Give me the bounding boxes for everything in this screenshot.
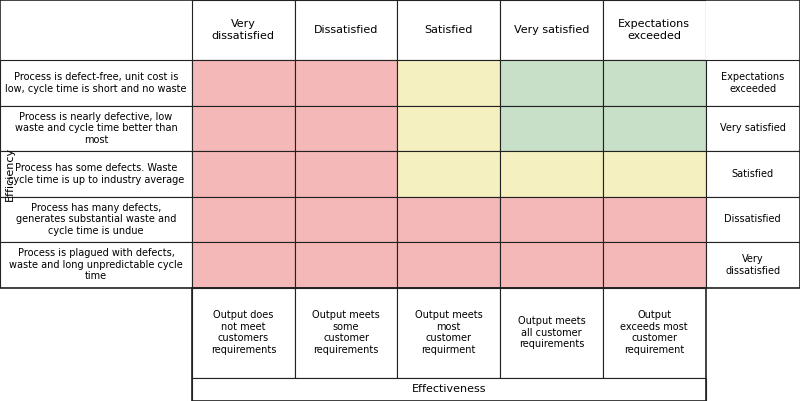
Bar — [398, 288, 500, 378]
Bar — [706, 151, 800, 196]
Bar — [603, 196, 706, 242]
Bar — [398, 242, 500, 288]
Bar — [0, 0, 800, 288]
Text: Output
exceeds most
customer
requirement: Output exceeds most customer requirement — [621, 310, 688, 355]
Bar — [192, 288, 706, 401]
Bar — [500, 60, 603, 105]
Text: Very
dissatisfied: Very dissatisfied — [212, 19, 275, 41]
Bar — [192, 196, 294, 242]
Bar — [294, 242, 398, 288]
Text: Very
dissatisfied: Very dissatisfied — [726, 254, 780, 275]
Text: Process has many defects,
generates substantial waste and
cycle time is undue: Process has many defects, generates subs… — [16, 203, 176, 236]
Bar — [398, 151, 500, 196]
Bar — [294, 288, 398, 378]
Bar — [192, 0, 294, 60]
Bar — [603, 151, 706, 196]
Text: Output meets
all customer
requirements: Output meets all customer requirements — [518, 316, 586, 349]
Bar — [500, 0, 603, 60]
Bar — [603, 288, 706, 378]
Bar — [603, 242, 706, 288]
Bar — [0, 196, 192, 242]
Text: Dissatisfied: Dissatisfied — [314, 25, 378, 35]
Bar — [500, 151, 603, 196]
Text: Process is defect-free, unit cost is
low, cycle time is short and no waste: Process is defect-free, unit cost is low… — [6, 72, 186, 94]
Text: Expectations
exceeded: Expectations exceeded — [618, 19, 690, 41]
Bar — [706, 0, 800, 60]
Bar — [0, 242, 192, 288]
Bar — [706, 60, 800, 105]
Text: Satisfied: Satisfied — [425, 25, 473, 35]
Text: Process is plagued with defects,
waste and long unpredictable cycle
time: Process is plagued with defects, waste a… — [9, 248, 183, 282]
Bar — [0, 105, 192, 151]
Text: Output meets
some
customer
requirements: Output meets some customer requirements — [312, 310, 380, 355]
Text: Process has some defects. Waste
cycle time is up to industry average: Process has some defects. Waste cycle ti… — [8, 163, 184, 184]
Text: Dissatisfied: Dissatisfied — [725, 214, 781, 224]
Bar — [603, 0, 706, 60]
Bar — [192, 378, 706, 401]
Text: Output does
not meet
customers
requirements: Output does not meet customers requireme… — [210, 310, 276, 355]
Bar — [192, 60, 294, 105]
Bar — [398, 60, 500, 105]
Bar — [192, 105, 294, 151]
Bar — [294, 151, 398, 196]
Bar — [500, 242, 603, 288]
Bar — [0, 60, 192, 105]
Bar — [192, 151, 294, 196]
Bar — [500, 196, 603, 242]
Bar — [294, 196, 398, 242]
Bar — [294, 60, 398, 105]
Bar — [398, 0, 500, 60]
Text: Process is nearly defective, low
waste and cycle time better than
most: Process is nearly defective, low waste a… — [14, 112, 178, 145]
Bar — [398, 105, 500, 151]
Bar — [706, 242, 800, 288]
Bar — [706, 288, 800, 378]
Bar — [500, 288, 603, 378]
Text: Expectations
exceeded: Expectations exceeded — [721, 72, 785, 94]
Text: Output meets
most
customer
requirment: Output meets most customer requirment — [415, 310, 482, 355]
Bar — [706, 105, 800, 151]
Bar — [0, 288, 192, 378]
Bar — [294, 105, 398, 151]
Bar — [0, 0, 192, 60]
Bar — [192, 242, 294, 288]
Bar — [706, 196, 800, 242]
Text: Satisfied: Satisfied — [732, 169, 774, 179]
Text: Very satisfied: Very satisfied — [514, 25, 590, 35]
Text: Effectiveness: Effectiveness — [411, 385, 486, 394]
Text: Very satisfied: Very satisfied — [720, 124, 786, 134]
Bar — [294, 0, 398, 60]
Bar — [0, 151, 192, 196]
Bar — [398, 196, 500, 242]
Bar — [603, 60, 706, 105]
Text: Efficiency: Efficiency — [5, 147, 14, 201]
Bar — [192, 288, 294, 378]
Bar — [500, 105, 603, 151]
Bar — [603, 105, 706, 151]
